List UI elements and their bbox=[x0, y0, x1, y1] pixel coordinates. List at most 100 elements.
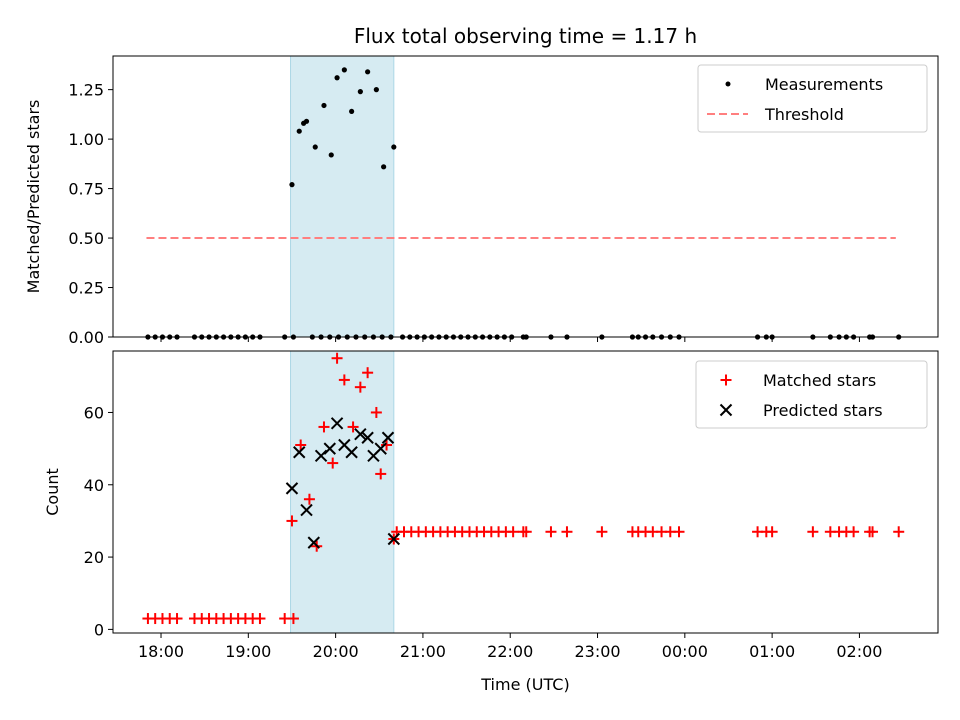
cross-b bbox=[285, 482, 299, 495]
predicted-star-point bbox=[300, 503, 313, 517]
predicted-star-point bbox=[361, 431, 374, 444]
top-y-axis-label: Matched/Predicted stars bbox=[24, 100, 43, 294]
measurement-point bbox=[373, 87, 379, 93]
bottom-y-axis-label: Count bbox=[43, 468, 62, 516]
legend-matched-label: Matched stars bbox=[763, 371, 876, 390]
measurement-point bbox=[365, 69, 371, 75]
cross-b bbox=[300, 503, 313, 517]
matched-star-point bbox=[520, 526, 532, 538]
top-legend-frame bbox=[697, 64, 928, 133]
matched-star-point bbox=[254, 613, 266, 625]
matched-star-point bbox=[354, 381, 366, 393]
cross-b bbox=[361, 431, 374, 444]
matched-star-point bbox=[303, 493, 315, 505]
x-tick-label: 02:00 bbox=[836, 642, 882, 661]
predicted-star-point bbox=[387, 532, 401, 546]
matched-star-point bbox=[362, 367, 374, 379]
matched-star-point bbox=[507, 526, 519, 538]
x-axis-label: Time (UTC) bbox=[480, 675, 569, 694]
measurement-point bbox=[391, 144, 397, 150]
bottom-axes-frame bbox=[112, 350, 939, 634]
predicted-star-point bbox=[323, 442, 337, 455]
legend-threshold-label: Threshold bbox=[764, 105, 844, 124]
top-y-tick-label: 1.00 bbox=[68, 130, 104, 149]
predicted-star-point bbox=[381, 431, 395, 444]
matched-star-point bbox=[561, 526, 573, 538]
predicted-star-point bbox=[307, 536, 321, 549]
bottom-legend: Matched stars Predicted stars bbox=[695, 360, 928, 429]
cross-b bbox=[330, 417, 344, 430]
x-tick-label: 19:00 bbox=[225, 642, 271, 661]
matched-star-point bbox=[331, 352, 343, 364]
measurement-point bbox=[334, 75, 340, 81]
measurement-point bbox=[381, 164, 387, 170]
bottom-highlight-span bbox=[290, 350, 395, 634]
matched-star-point bbox=[370, 406, 382, 418]
cross-b bbox=[719, 403, 733, 417]
highlight-spans bbox=[290, 55, 395, 634]
matched-star-point bbox=[287, 613, 299, 625]
predicted-star-point bbox=[345, 446, 358, 459]
predicted-star-point bbox=[314, 449, 328, 463]
chart-title: Flux total observing time = 1.17 h bbox=[354, 24, 697, 48]
bottom-y-tick-label: 60 bbox=[84, 403, 104, 422]
legend-plus-glyph bbox=[720, 374, 732, 386]
top-y-tick-label: 0.75 bbox=[68, 180, 104, 199]
predicted-star-point bbox=[330, 417, 344, 430]
matched-star-point bbox=[596, 526, 608, 538]
predicted-star-point bbox=[374, 442, 387, 455]
measurement-point bbox=[349, 108, 355, 115]
measurement-point bbox=[289, 182, 295, 188]
bottom-y-tick-label: 40 bbox=[84, 476, 104, 495]
cross-b bbox=[374, 442, 387, 455]
matched-star-point bbox=[807, 526, 819, 538]
bottom-y-tick-label: 20 bbox=[84, 548, 104, 567]
matched-star-point bbox=[766, 526, 778, 538]
measurement-point bbox=[328, 152, 334, 158]
measurement-point bbox=[341, 67, 347, 73]
x-tick-label: 23:00 bbox=[574, 642, 620, 661]
matched-star-point bbox=[295, 439, 307, 451]
matched-star-point bbox=[171, 613, 183, 625]
top-y-tick-label: 1.25 bbox=[68, 81, 104, 100]
top-y-tick-label: 0.50 bbox=[68, 229, 104, 248]
legend-cross-glyph bbox=[719, 403, 733, 417]
matched-star-point bbox=[327, 457, 339, 469]
cross-b bbox=[293, 446, 306, 459]
x-tick-label: 00:00 bbox=[662, 642, 708, 661]
x-tick-label: 22:00 bbox=[487, 642, 533, 661]
legend-matched-marker bbox=[720, 374, 732, 386]
legend-measurements-label: Measurements bbox=[765, 75, 883, 94]
bottom-panel-marks bbox=[142, 352, 905, 625]
top-axes-frame bbox=[112, 55, 939, 338]
matched-star-point bbox=[318, 421, 330, 433]
cross-b bbox=[387, 532, 401, 546]
legend-predicted-marker bbox=[719, 403, 733, 417]
x-tick-label: 01:00 bbox=[749, 642, 795, 661]
measurement-point bbox=[296, 128, 302, 134]
x-tick-label: 21:00 bbox=[400, 642, 446, 661]
legend-predicted-label: Predicted stars bbox=[763, 401, 883, 420]
top-legend: Measurements Threshold bbox=[697, 64, 928, 133]
measurement-point bbox=[312, 144, 318, 150]
measurement-point bbox=[301, 120, 307, 126]
matched-star-point bbox=[673, 526, 685, 538]
cross-b bbox=[323, 442, 337, 455]
top-highlight-span bbox=[290, 55, 395, 338]
matched-star-point bbox=[338, 374, 350, 386]
cross-b bbox=[314, 449, 328, 463]
cross-b bbox=[354, 427, 367, 441]
legend-measurements-marker bbox=[725, 81, 731, 87]
predicted-star-point bbox=[354, 427, 367, 441]
predicted-star-point bbox=[285, 482, 299, 495]
top-y-tick-label: 0.25 bbox=[68, 279, 104, 298]
matched-star-point bbox=[381, 439, 393, 451]
bottom-y-tick-label: 0 bbox=[94, 620, 104, 639]
matched-star-point bbox=[867, 526, 879, 538]
cross-b bbox=[381, 431, 395, 444]
matched-star-point bbox=[545, 526, 557, 538]
cross-b bbox=[307, 536, 321, 549]
measurement-point bbox=[321, 102, 327, 109]
bottom-legend-frame bbox=[695, 360, 928, 429]
matched-star-point bbox=[848, 526, 860, 538]
